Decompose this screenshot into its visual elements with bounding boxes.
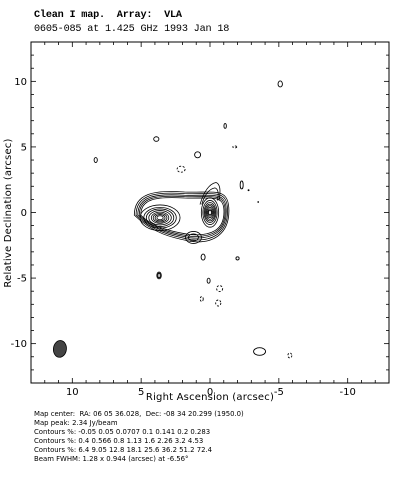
- contour-envelope: [140, 197, 225, 236]
- contour-core: [200, 197, 220, 228]
- contour-island: [176, 165, 186, 173]
- contour-lobe: [150, 211, 170, 224]
- map-subtitle: 0605-085 at 1.425 GHz 1993 Jan 18: [34, 24, 230, 35]
- y-tick-label: 5: [21, 142, 27, 153]
- y-tick-label: -5: [17, 274, 27, 285]
- contour-lobe: [152, 212, 168, 223]
- contours-line-1: Contours %: -0.05 0.05 0.0707 0.1 0.141 …: [34, 428, 211, 437]
- contour-tail: [185, 231, 202, 244]
- contour-lobe: [145, 208, 175, 227]
- contour-lobe: [154, 214, 166, 222]
- axis-ticks: [31, 42, 389, 383]
- map-center-line: Map center: RA: 06 05 36.028, Dec: -08 3…: [34, 410, 244, 418]
- contour-jet: [201, 187, 219, 205]
- contour-lobe: [143, 206, 177, 229]
- x-tick-label: 10: [66, 387, 79, 398]
- contours-line-3: Contours %: 6.4 9.05 12.8 18.1 25.6 36.2…: [34, 446, 213, 455]
- contour-island: [223, 123, 227, 129]
- contour-island: [235, 256, 240, 261]
- contour-island: [247, 189, 250, 192]
- x-axis-label: Right Ascension (arcsec): [146, 392, 274, 403]
- contour-island: [253, 347, 267, 356]
- contour-island: [200, 253, 206, 261]
- contour-lobe: [148, 210, 172, 226]
- contour-lines: [133, 182, 230, 244]
- x-tick-label: 0: [207, 387, 213, 398]
- y-tick-label: 10: [14, 77, 27, 88]
- contour-island: [287, 352, 293, 359]
- contour-island: [232, 145, 238, 149]
- contour-core: [206, 206, 214, 219]
- contours-line-2: Contours %: 0.4 0.566 0.8 1.13 1.6 2.26 …: [34, 437, 204, 446]
- contour-core: [205, 205, 215, 220]
- contour-island: [199, 296, 204, 303]
- contour-island: [215, 299, 222, 307]
- map-peak-line: Map peak: 2.34 Jy/beam: [34, 419, 118, 428]
- contour-core: [203, 202, 217, 223]
- contour-island: [194, 151, 202, 159]
- contour-island: [156, 271, 162, 280]
- contour-core: [208, 209, 212, 216]
- contour-jet: [199, 182, 221, 205]
- map-footer: Map center: RA: 06 05 36.028, Dec: -08 3…: [34, 410, 244, 465]
- plot-frame: [30, 41, 390, 384]
- contour-island: [93, 157, 98, 163]
- contour-core: [207, 208, 213, 217]
- contour-island: [277, 80, 283, 88]
- contour-island: [153, 136, 160, 142]
- contour-island: [206, 277, 211, 284]
- beam-fwhm-line: Beam FWHM: 1.28 x 0.944 (arcsec) at -6.5…: [34, 455, 189, 464]
- x-tick-label: -5: [274, 387, 284, 398]
- contour-lobe: [139, 204, 181, 231]
- contour-core: [204, 203, 216, 222]
- contour-core: [202, 200, 218, 225]
- contour-island: [216, 285, 224, 293]
- contour-tail: [188, 233, 199, 242]
- x-tick-label: -10: [340, 387, 356, 398]
- beam-ellipse: [52, 340, 67, 358]
- y-tick-label: 0: [21, 208, 27, 219]
- contour-envelope: [138, 195, 226, 237]
- contour-island: [239, 180, 244, 190]
- contour-island: [157, 272, 161, 279]
- y-axis-label: Relative Declination (arcsec): [3, 138, 14, 287]
- contour-island: [257, 201, 260, 203]
- map-title: Clean I map. Array: VLA: [34, 10, 182, 21]
- y-tick-label: -10: [11, 339, 27, 350]
- contour-islands: [93, 80, 293, 359]
- contour-envelope: [133, 191, 230, 243]
- tick-labels: 10 5 0 -5 -10 10 5 0 -5 -10: [11, 77, 356, 398]
- contour-envelope: [135, 192, 228, 241]
- x-tick-label: 5: [138, 387, 144, 398]
- contour-lobe: [156, 215, 164, 221]
- contour-envelope: [137, 194, 227, 239]
